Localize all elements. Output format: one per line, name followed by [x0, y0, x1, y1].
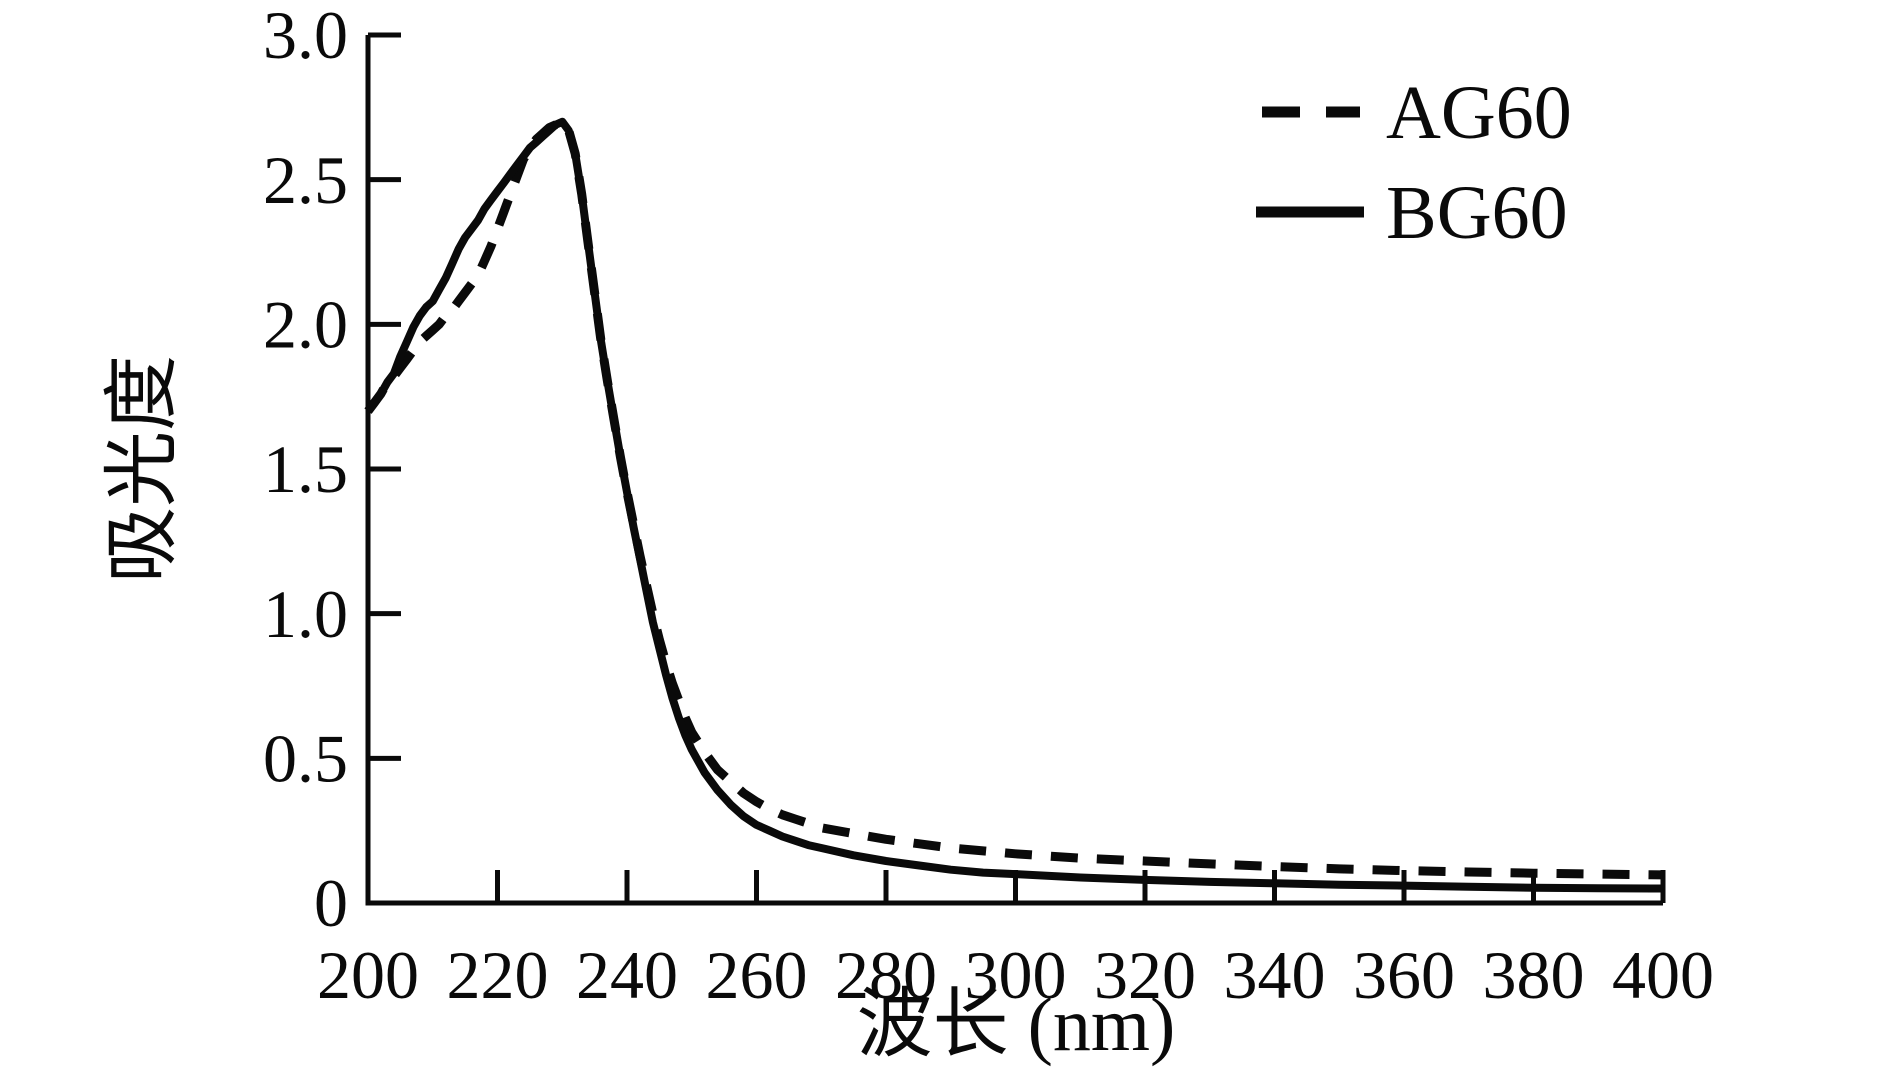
y-tick-label: 3.0	[263, 0, 348, 73]
legend-label-ag60: AG60	[1386, 71, 1572, 155]
x-tick-label: 340	[1224, 937, 1326, 1013]
x-tick-label: 280	[835, 937, 937, 1013]
x-tick-label: 380	[1483, 937, 1585, 1013]
axis-lines	[365, 35, 1663, 906]
y-tick-label: 1.5	[263, 431, 348, 507]
x-tick-label: 220	[447, 937, 549, 1013]
y-tick-label: 0.5	[263, 720, 348, 796]
plot-area	[364, 117, 1664, 893]
x-tick-label: 320	[1094, 937, 1196, 1013]
y-axis-title: 吸光度	[101, 355, 185, 583]
series-bg60-line	[364, 117, 1664, 893]
x-tick-label: 360	[1353, 937, 1455, 1013]
x-axis-title: 波长 (nm)	[857, 983, 1176, 1067]
x-tick-label: 400	[1612, 937, 1714, 1013]
y-tick-label: 0	[314, 865, 348, 941]
y-tick-label: 2.5	[263, 142, 348, 218]
legend-label-bg60: BG60	[1386, 171, 1568, 255]
x-tick-label: 240	[576, 937, 678, 1013]
y-tick-label: 1.0	[263, 576, 348, 652]
x-tick-label: 300	[965, 937, 1067, 1013]
y-tick-label: 2.0	[263, 286, 348, 362]
legend: AG60 BG60	[1256, 71, 1572, 255]
x-tick-label: 260	[706, 937, 808, 1013]
x-tick-label: 200	[317, 937, 419, 1013]
